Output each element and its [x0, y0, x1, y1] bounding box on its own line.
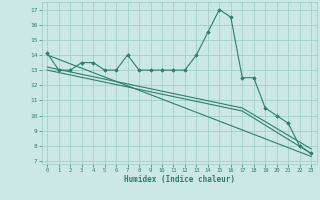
- X-axis label: Humidex (Indice chaleur): Humidex (Indice chaleur): [124, 175, 235, 184]
